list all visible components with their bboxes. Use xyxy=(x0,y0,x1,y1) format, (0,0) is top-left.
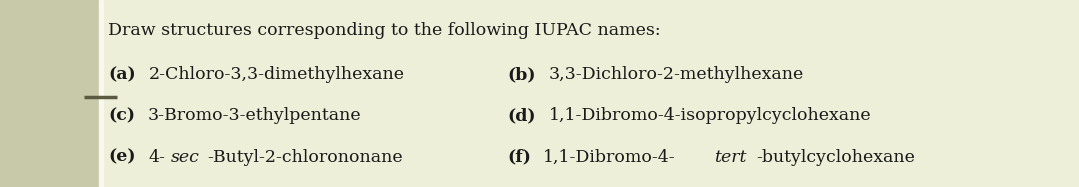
Text: 1,1-Dibromo-4-: 1,1-Dibromo-4- xyxy=(543,149,675,165)
Text: sec: sec xyxy=(170,149,200,165)
Text: 4-: 4- xyxy=(149,149,165,165)
Text: (b): (b) xyxy=(507,66,535,83)
Text: 2-Chloro-3,3-dimethylhexane: 2-Chloro-3,3-dimethylhexane xyxy=(149,66,405,83)
Text: (a): (a) xyxy=(108,66,136,83)
Text: (f): (f) xyxy=(507,149,531,165)
Text: 3-Bromo-3-ethylpentane: 3-Bromo-3-ethylpentane xyxy=(148,108,361,124)
Text: -Butyl-2-chlorononane: -Butyl-2-chlorononane xyxy=(207,149,404,165)
Text: 3,3-Dichloro-2-methylhexane: 3,3-Dichloro-2-methylhexane xyxy=(549,66,804,83)
Text: tert: tert xyxy=(714,149,747,165)
Bar xyxy=(99,0,103,187)
Text: Draw structures corresponding to the following IUPAC names:: Draw structures corresponding to the fol… xyxy=(108,22,660,39)
Text: (c): (c) xyxy=(108,108,135,124)
Text: 1,1-Dibromo-4-isopropylcyclohexane: 1,1-Dibromo-4-isopropylcyclohexane xyxy=(549,108,872,124)
Text: (d): (d) xyxy=(507,108,535,124)
Text: (e): (e) xyxy=(108,149,135,165)
Text: -butylcyclohexane: -butylcyclohexane xyxy=(756,149,915,165)
Bar xyxy=(0,0,99,187)
